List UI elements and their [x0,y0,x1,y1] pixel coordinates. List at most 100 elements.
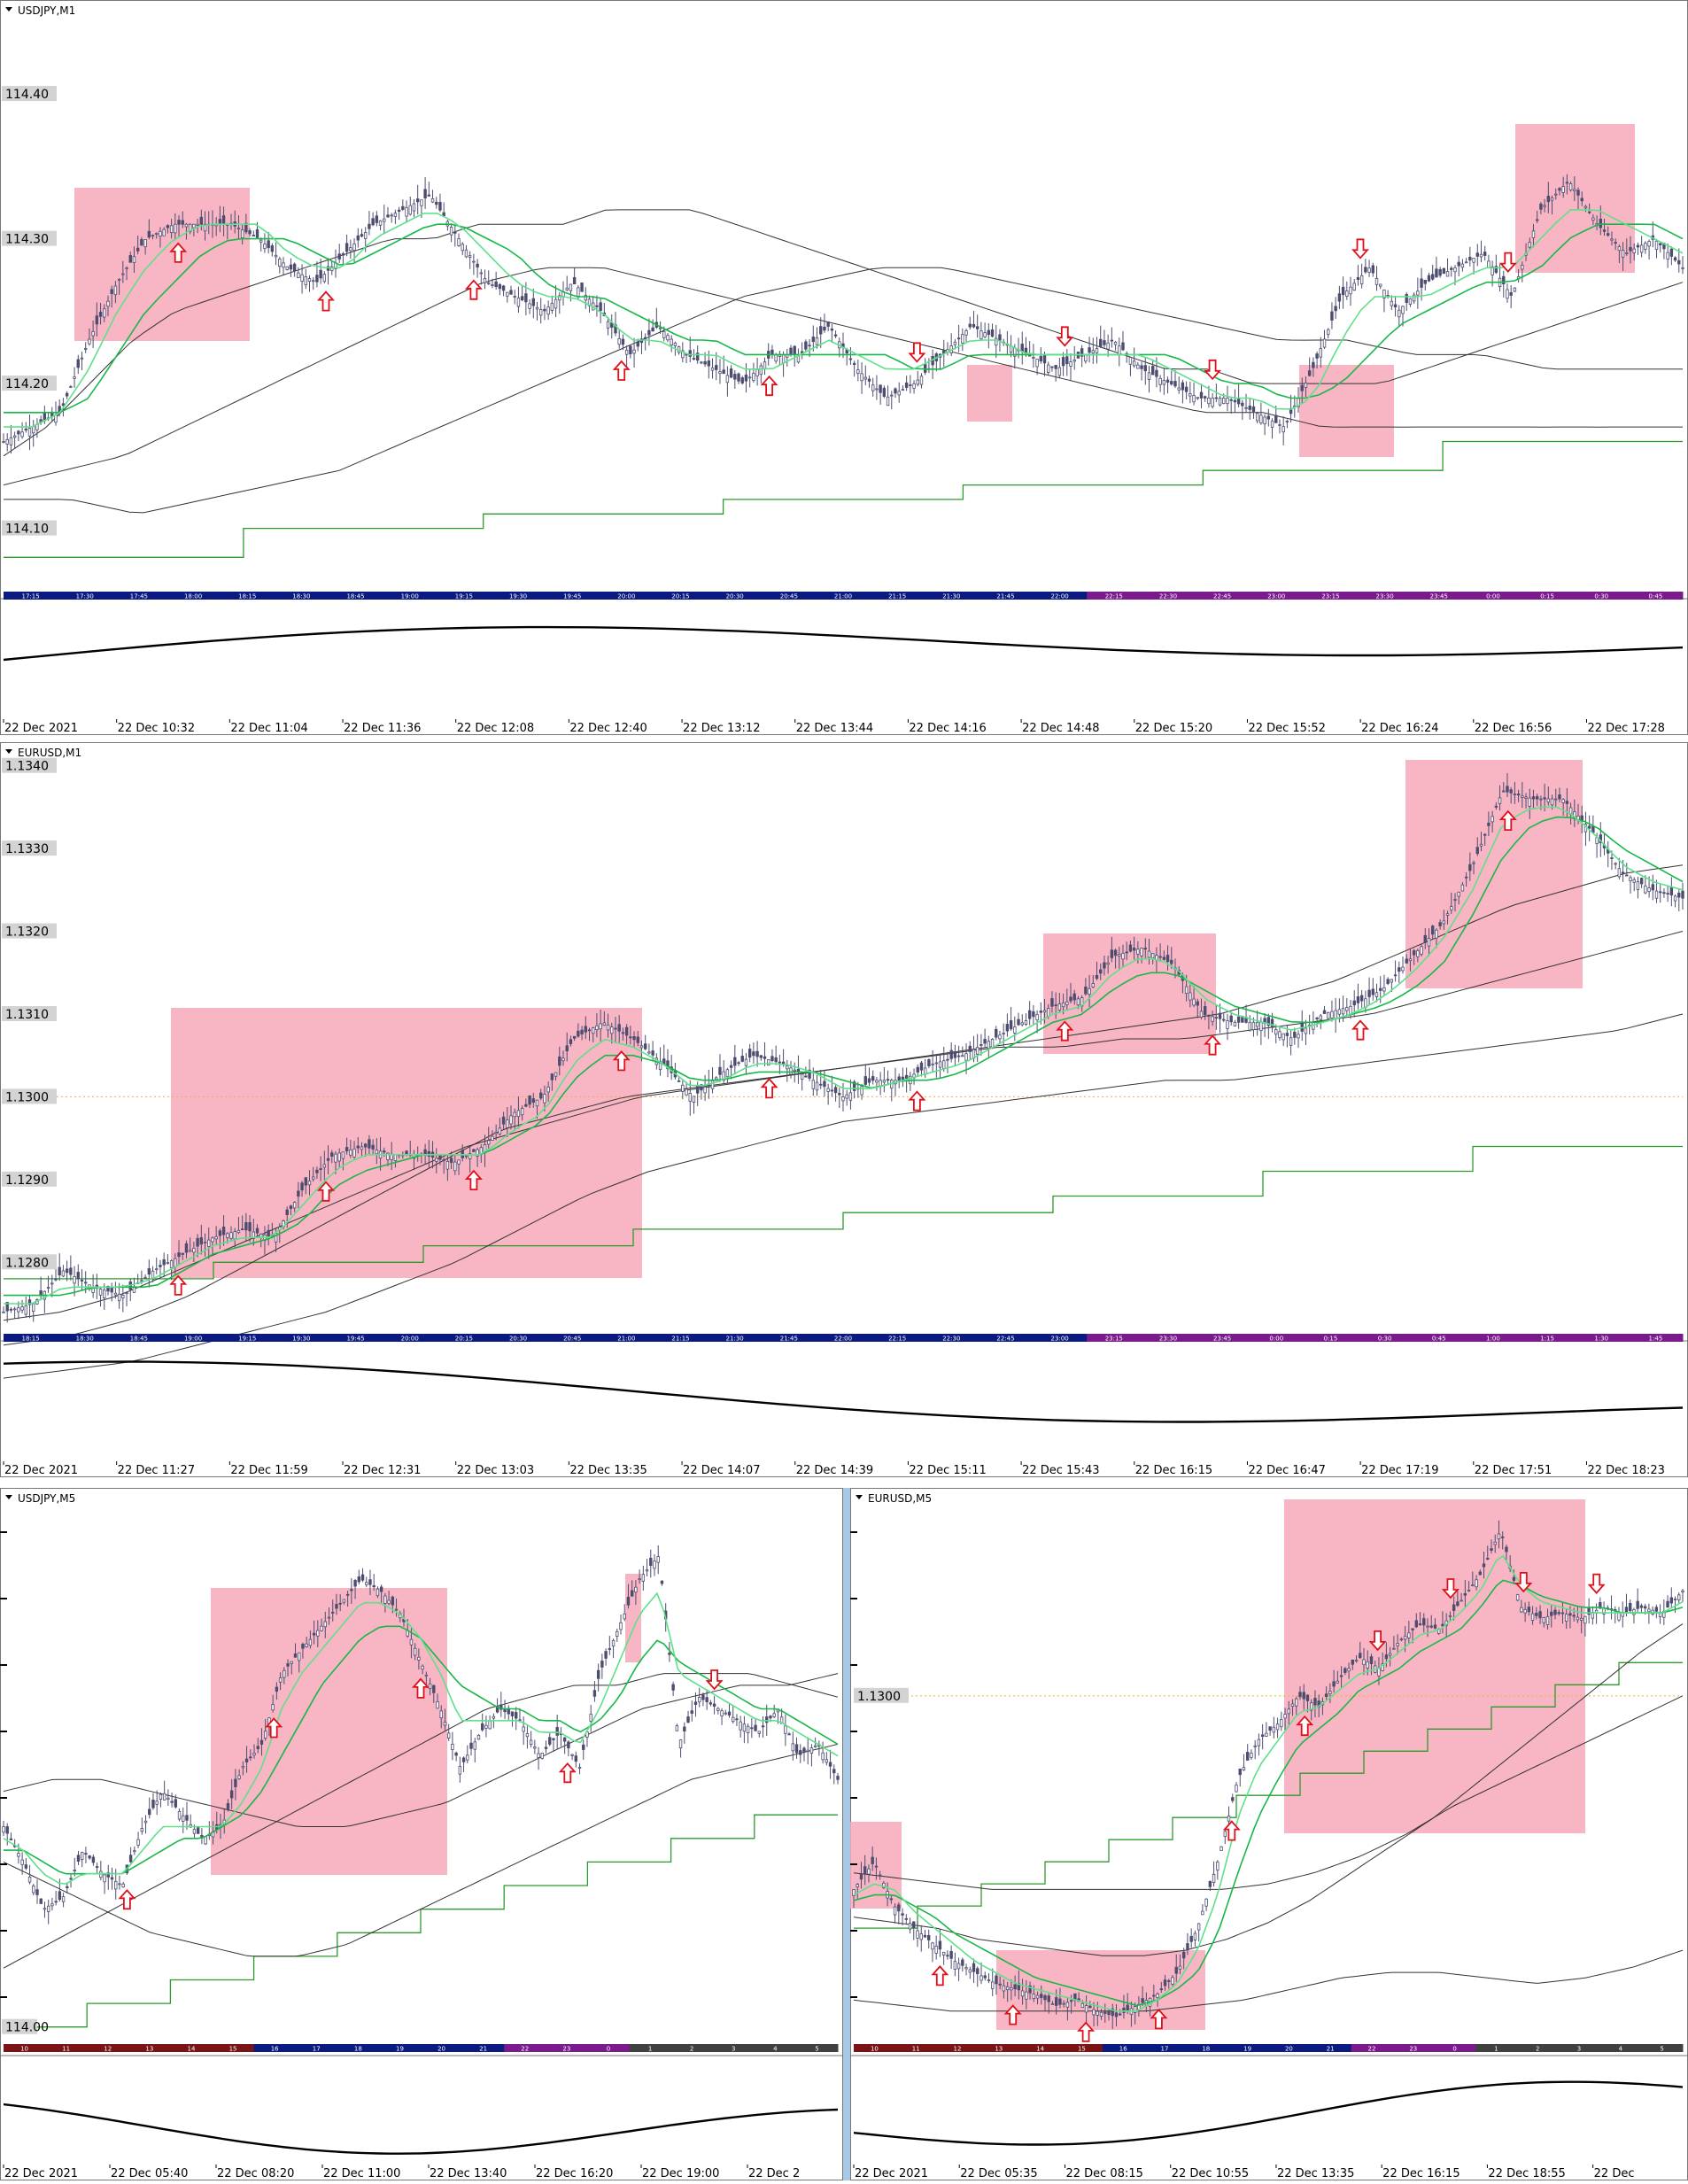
candle [737,372,740,384]
time-scale-segment [1351,2044,1393,2052]
candle-body [574,1755,578,1762]
candle [1278,1026,1281,1041]
candle-body [742,1723,747,1732]
candle-body [289,1205,293,1209]
candle-body [494,281,498,288]
candle-body [207,1239,211,1247]
time-scale-label: 17:30 [76,593,94,600]
candle [415,184,420,215]
candle [1158,375,1162,392]
time-axis-label: 22 Dec 14:07 [683,1464,760,1477]
candle [1212,1861,1216,1887]
time-axis-label: 22 Dec 15:20 [1135,722,1212,735]
candle-body [683,1726,686,1731]
candle [636,1031,639,1047]
candle [121,260,125,283]
buy-arrow-icon [464,1169,483,1191]
indicator-curve [3,2103,839,2155]
candle [544,1740,548,1754]
candle-body [9,437,13,445]
price-label-bg [2,86,57,102]
time-scale-segment [45,2044,88,2052]
window-split-divider[interactable] [843,1488,850,2180]
chart-title[interactable]: USDJPY,M5 [5,1492,75,1505]
candle [825,1752,829,1766]
candle-body [964,1053,968,1061]
step-indicator-line [4,1145,1683,1280]
candle [956,324,961,352]
candle-body [393,213,398,217]
candle [9,424,13,454]
candle-body [897,1904,901,1912]
buy-arrow-shape [169,1274,188,1296]
candle [326,1145,330,1174]
candle-body [166,1262,170,1265]
time-scale-segment [328,1334,383,1342]
candle [1132,347,1136,368]
candle-body [1487,822,1491,826]
time-scale-segment [337,2044,380,2052]
candle [558,291,561,314]
candle [617,1015,621,1042]
time-scale-segment [629,2044,672,2052]
candle-body [681,1084,685,1092]
candle-body [871,1856,874,1864]
chart-title[interactable]: EURUSD,M1 [5,747,81,759]
candle-body [1165,379,1170,383]
candle-body [491,1135,494,1141]
candle [811,325,815,352]
candle-body [1445,913,1450,916]
chart-title[interactable]: USDJPY,M1 [5,4,75,17]
candle-body [483,277,487,283]
candle-body [244,1221,248,1231]
candle-body [1398,309,1401,318]
candle-body [449,1158,453,1163]
candle [804,339,808,352]
candle-body [1199,1011,1204,1018]
chart-title[interactable]: EURUSD,M5 [856,1492,932,1505]
candle-body [561,1057,565,1062]
candle-body [1032,357,1035,359]
candle [506,291,509,303]
candle-body [975,326,980,329]
candle [1238,1769,1242,1787]
candle-body [804,1075,808,1078]
candle-body [614,1027,617,1030]
chevron-down-icon[interactable] [5,749,12,754]
candle-body [688,1093,692,1102]
candle [1092,2002,1096,2027]
sell-arrow-shape [1514,1572,1533,1593]
candle [938,1055,942,1078]
candle [540,1753,544,1760]
candle [1010,1979,1013,2001]
candle [1186,1932,1189,1956]
candle [1310,1699,1313,1721]
candle-body [1659,891,1662,894]
candle [1515,1593,1520,1602]
chevron-down-icon[interactable] [5,1495,12,1499]
candle-body [1498,797,1502,804]
candle-body [1453,267,1457,273]
candle-body [1009,1020,1013,1030]
candle-body [1416,950,1420,957]
candle-body [746,1725,750,1734]
candle [554,285,558,318]
buy-arrow-icon [1296,1715,1314,1737]
candle-body [341,253,345,256]
chart-panel-eurusd-m1[interactable]: EURUSD,M11.13401.13301.13201.13101.13001… [0,742,1688,1478]
time-scale-label: 22 [521,2046,529,2053]
chevron-down-icon[interactable] [5,7,12,12]
candle-body [533,1746,537,1749]
candle [491,278,494,289]
candle-body [300,1182,304,1191]
candle [1336,1670,1340,1684]
candle-body [845,1094,848,1099]
candle-body [522,1726,525,1732]
candle-body [1647,241,1651,247]
candle-body [1126,2004,1129,2011]
candle-body [1272,1726,1276,1733]
chevron-down-icon[interactable] [856,1495,863,1499]
